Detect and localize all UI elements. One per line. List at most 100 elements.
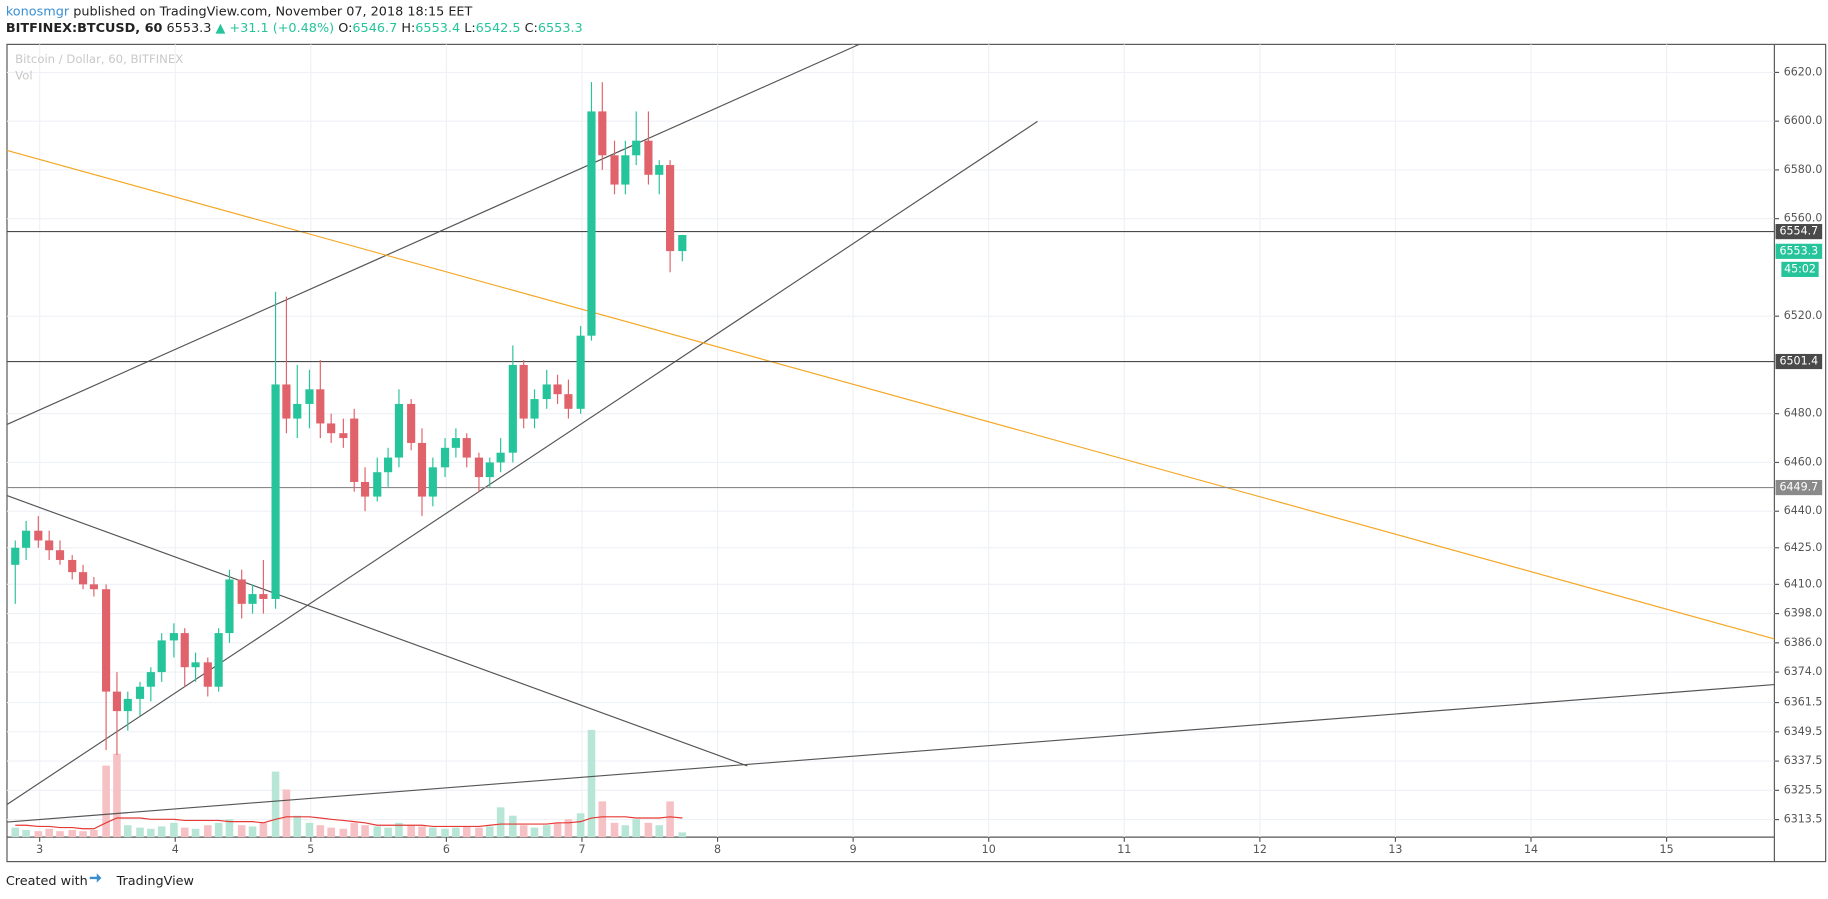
candle-body	[394, 403, 404, 458]
trend-line	[6, 495, 748, 767]
tradingview-logo	[89, 873, 102, 883]
y-tick-label: 6620.0	[1784, 65, 1823, 78]
price-badge	[1775, 353, 1823, 370]
price-badge	[1775, 224, 1823, 240]
volume-bar	[666, 801, 674, 838]
volume-bar	[407, 825, 415, 838]
volume-bar	[644, 822, 653, 838]
volume-bar	[339, 828, 348, 838]
volume-bar	[564, 819, 573, 838]
h-value: 6553.4	[415, 21, 460, 36]
candle-body	[135, 686, 145, 699]
volume-bar	[441, 828, 449, 838]
volume-bar	[136, 827, 144, 838]
candle-body	[34, 530, 43, 541]
candle-body	[203, 662, 212, 687]
volume-bar	[384, 827, 392, 838]
volume-bar	[282, 789, 291, 838]
candle-body	[360, 481, 370, 497]
volume-bar	[429, 827, 437, 838]
x-tick-label: 12	[1253, 843, 1267, 856]
candle-body	[632, 140, 641, 156]
volume-bar	[576, 813, 585, 838]
l-label: L:	[464, 21, 475, 36]
last-price-badge	[1775, 243, 1823, 259]
symbol: BITFINEX:BTCUSD, 60	[6, 21, 163, 36]
trend-line	[6, 43, 860, 425]
volume-bar	[305, 822, 314, 838]
c-label: C:	[525, 21, 538, 36]
last-price-label: 6553.3	[1779, 244, 1818, 257]
candle-body	[542, 384, 551, 400]
x-tick-label: 5	[307, 843, 314, 856]
candle-body	[305, 389, 314, 404]
candle-body	[440, 447, 450, 468]
footer-brand[interactable]: TradingView	[116, 874, 194, 889]
y-tick-label: 6425.0	[1784, 541, 1823, 554]
x-tick-label: 3	[36, 843, 43, 856]
candle-body	[451, 438, 460, 448]
x-tick-label: 7	[578, 843, 585, 856]
volume-bar	[452, 827, 460, 838]
price-badge-label: 6449.7	[1779, 481, 1818, 494]
volume-bar	[621, 825, 630, 838]
y-tick-label: 6361.5	[1784, 696, 1823, 709]
candle-body	[282, 384, 291, 419]
candle-body	[112, 691, 122, 712]
header-line: konosmgr published on TradingView.com, N…	[6, 4, 473, 19]
axes: 6620.0 6600.0 6580.0 6560.0 6520.0 6480.0 6460…	[36, 65, 1822, 856]
candle-body	[146, 672, 155, 687]
candle-body	[655, 165, 664, 175]
candle-body	[621, 155, 630, 185]
volume-bar	[124, 825, 132, 838]
y-tick-label: 6460.0	[1784, 455, 1823, 468]
candle-body	[373, 472, 382, 497]
volume-bar	[678, 832, 687, 838]
x-tick-label: 9	[850, 843, 857, 856]
x-tick-label: 13	[1388, 843, 1402, 856]
y-tick-label: 6520.0	[1784, 309, 1823, 322]
volume-bar	[237, 825, 246, 838]
volume-bar	[271, 771, 280, 838]
chart-border	[6, 43, 1827, 863]
o-value: 6546.7	[352, 21, 397, 36]
candle-body	[68, 559, 77, 573]
candle-body	[89, 584, 98, 590]
volume-bar	[553, 822, 562, 838]
volume-bar	[485, 826, 494, 838]
volume-bar	[214, 822, 223, 838]
last-price: 6553.3	[167, 21, 212, 36]
volume-bar	[542, 825, 551, 838]
candle-body	[417, 442, 427, 497]
y-tick-label: 6580.0	[1784, 163, 1823, 176]
published: published on TradingView.com, November 0…	[73, 4, 472, 19]
candle-body	[11, 547, 20, 565]
candle-body	[169, 633, 178, 641]
candle-body	[316, 389, 325, 424]
o-label: O:	[338, 21, 352, 36]
candle-body	[191, 662, 200, 668]
volume-bar	[170, 822, 178, 838]
candle-body	[384, 457, 393, 473]
candle-body	[271, 384, 280, 599]
candle-body	[576, 335, 585, 409]
x-tick-label: 10	[982, 843, 996, 856]
y-tick-label: 6600.0	[1784, 114, 1823, 127]
x-tick-label: 8	[714, 843, 721, 856]
y-tick-label: 6480.0	[1784, 407, 1823, 420]
change: ▲ +31.1 (+0.48%)	[215, 21, 334, 36]
y-tick-label: 6337.5	[1784, 754, 1823, 767]
candle-body	[157, 640, 166, 673]
grid	[6, 44, 1775, 838]
volume-ma-line	[15, 816, 683, 830]
author[interactable]: konosmgr	[6, 4, 70, 19]
candle-body	[666, 165, 675, 252]
volume-bar	[259, 822, 268, 838]
volume-bar	[90, 829, 98, 838]
volume-bar	[45, 828, 53, 838]
x-tick-label: 6	[443, 843, 450, 856]
volume-bar	[632, 819, 640, 838]
candle-body	[428, 467, 437, 497]
candle-body	[553, 384, 562, 395]
volume-bar	[496, 807, 505, 838]
